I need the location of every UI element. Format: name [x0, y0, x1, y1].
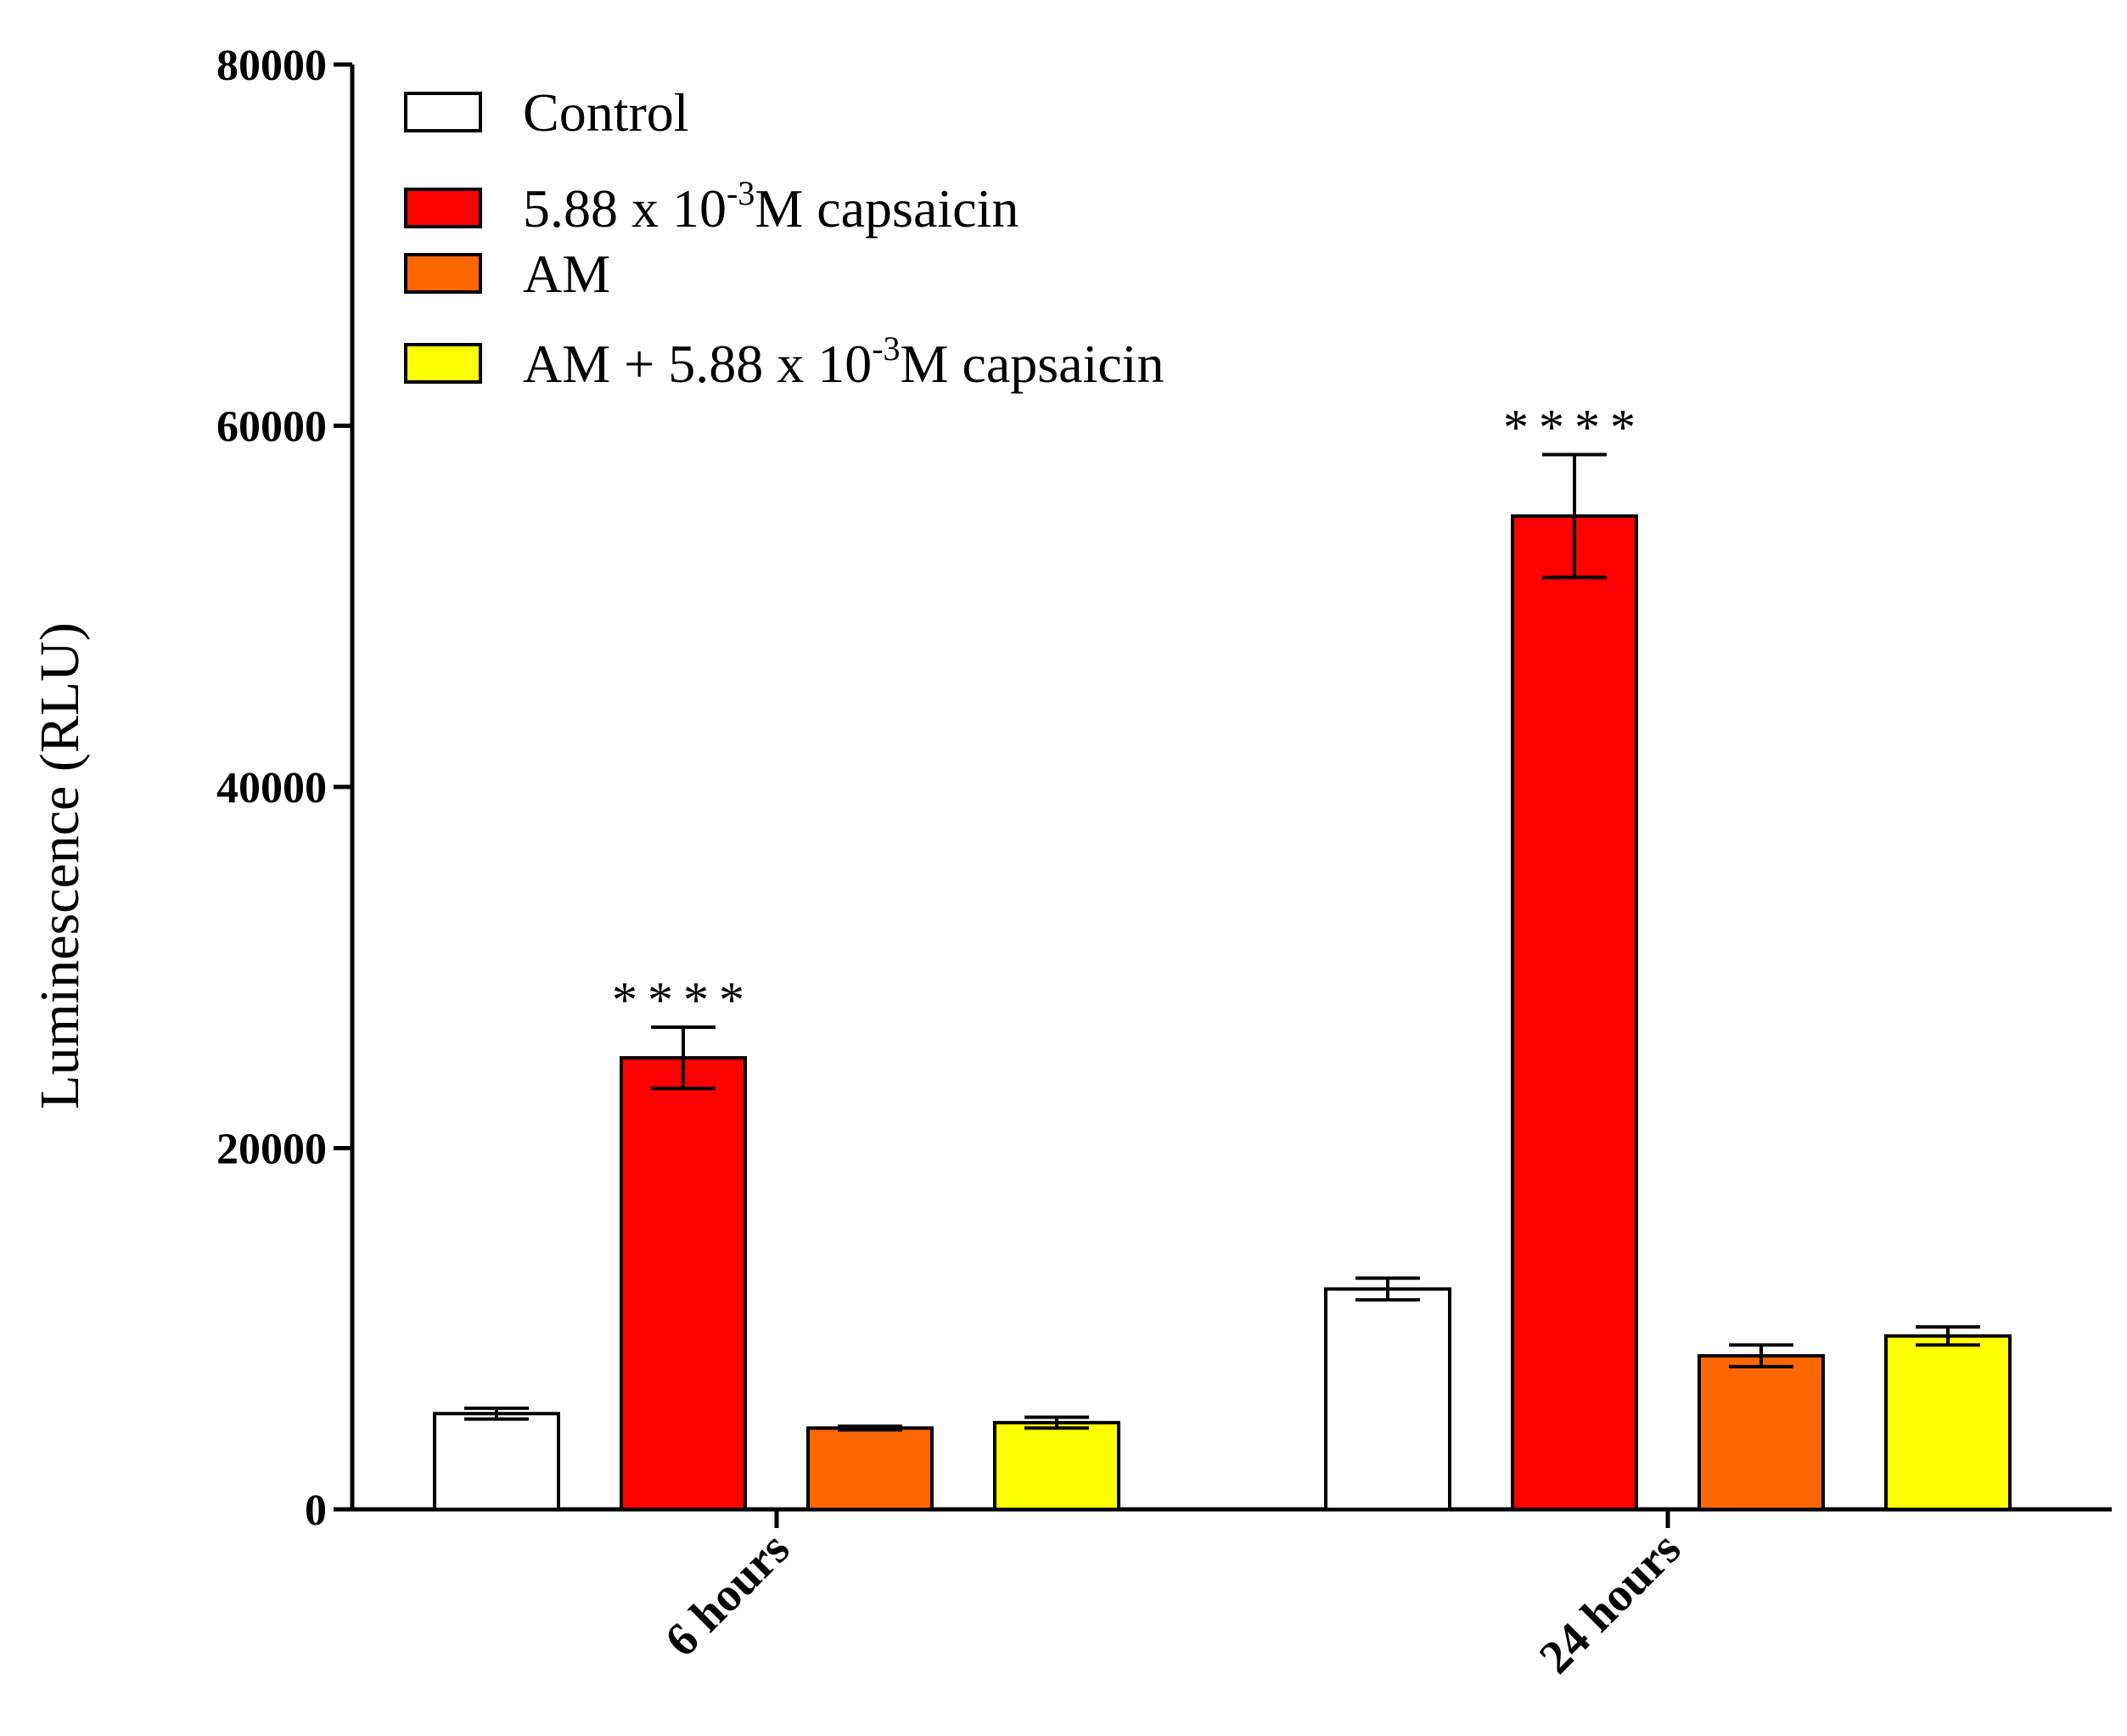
legend-swatch [404, 253, 482, 294]
legend-label: AM [523, 244, 610, 304]
legend-label: Control [523, 82, 689, 143]
legend-label-text: AM [523, 244, 610, 304]
legend-swatch [404, 188, 482, 228]
significance-label: **** [612, 972, 755, 1028]
y-tick-label: 80000 [216, 42, 327, 90]
bar [1511, 514, 1638, 1511]
significance-label: **** [1503, 400, 1646, 456]
y-tick-label: 60000 [216, 403, 327, 452]
legend-swatch [404, 92, 482, 132]
y-axis-label: Luminescence (RLU) [29, 622, 91, 1110]
x-tick-label: 24 hours [1529, 1522, 1691, 1683]
legend-label-superscript: -3 [872, 329, 900, 368]
bar [1884, 1334, 2012, 1512]
legend-label-text: M capsaicin [901, 334, 1165, 394]
legend-label: AM + 5.88 x 10-3M capsaicin [523, 329, 1165, 394]
legend-label-text: AM + 5.88 x 10 [523, 334, 872, 394]
bar [620, 1056, 747, 1511]
legend-label-text: M capsaicin [755, 178, 1019, 239]
x-tick-label: 6 hours [655, 1522, 800, 1666]
legend-label-superscript: -3 [727, 174, 755, 212]
y-tick-label: 40000 [216, 764, 327, 812]
bar [993, 1420, 1120, 1512]
y-tick-label: 0 [305, 1486, 327, 1535]
legend-label: 5.88 x 10-3M capsaicin [523, 174, 1019, 239]
bar [433, 1412, 560, 1512]
bars-group: **** **** [433, 400, 2012, 1512]
bar [1698, 1354, 1825, 1511]
y-tick-label: 20000 [216, 1126, 327, 1174]
bar [1324, 1287, 1451, 1511]
legend-label-text: 5.88 x 10 [523, 178, 727, 239]
bar [806, 1426, 934, 1511]
legend-swatch [404, 343, 482, 384]
legend-label-text: Control [523, 82, 689, 143]
